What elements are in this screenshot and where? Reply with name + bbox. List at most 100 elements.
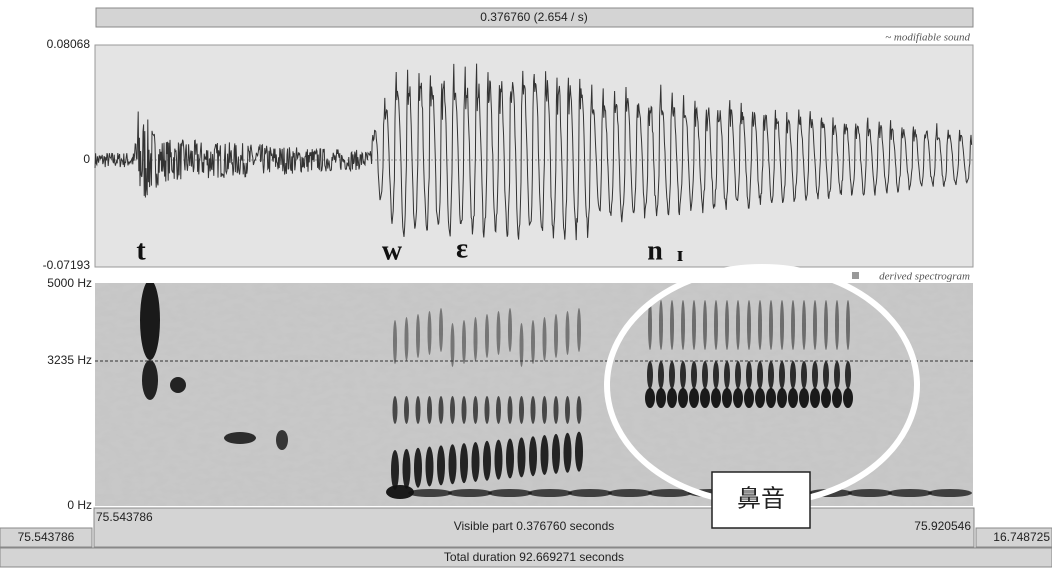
energy-blob [758,300,762,350]
energy-blob [450,396,455,424]
energy-blob [678,388,688,408]
energy-blob [813,300,817,350]
energy-blob [801,361,807,389]
annotation-label: 鼻音 [737,485,785,513]
energy-blob [845,361,851,389]
right-total: 16.748725 [993,530,1050,544]
visible-end: 75.920546 [914,519,971,533]
energy-blob [692,300,696,350]
freq-bottom: 0 Hz [67,498,92,512]
energy-blob [391,450,399,490]
energy-blob [427,396,432,424]
energy-blob [755,388,765,408]
energy-blob [224,432,256,444]
energy-blob [779,361,785,389]
energy-blob [461,396,467,424]
energy-blob [496,311,501,355]
energy-blob [667,388,677,408]
energy-blob [575,431,583,472]
energy-blob [484,396,490,424]
energy-blob [448,444,457,485]
energy-blob [928,489,972,497]
amplitude-max: 0.08068 [47,37,91,51]
energy-blob [450,323,455,367]
freq-cursor: 3235 Hz [47,353,92,367]
energy-blob [414,447,422,488]
energy-blob [680,361,686,389]
energy-blob [402,448,411,489]
visible-bar[interactable] [93,507,975,548]
energy-blob [702,361,708,389]
waveform [94,63,973,241]
energy-blob [415,396,421,424]
energy-blob [691,361,697,389]
energy-blob [577,308,581,352]
energy-blob [404,396,409,424]
energy-blob [757,361,763,389]
amplitude-zero: 0 [83,152,90,166]
sound-label: ~ modifiable sound [885,32,970,44]
energy-blob [843,388,853,408]
energy-blob [473,396,478,424]
energy-blob [747,300,751,350]
spectrogram-label: derived spectrogram [879,271,970,283]
energy-blob [485,314,489,358]
energy-blob [563,432,572,473]
energy-blob [142,360,158,400]
selection-bar[interactable] [95,7,974,28]
energy-blob [810,388,820,408]
energy-blob [507,396,513,424]
energy-blob [722,388,732,408]
energy-blob [529,436,537,477]
energy-blob [834,361,840,389]
energy-blob [438,396,444,424]
energy-blob [170,377,186,393]
energy-blob [404,317,409,361]
energy-blob [576,396,582,424]
energy-blob [506,438,514,479]
energy-blob [460,443,468,484]
total-duration: Total duration 92.669271 seconds [444,550,624,564]
energy-blob [530,396,536,424]
energy-blob [777,388,787,408]
energy-blob [416,314,420,358]
phone: w [382,235,403,266]
left-total-bar[interactable] [0,527,93,548]
energy-blob [725,300,729,350]
energy-blob [531,320,535,364]
energy-blob [821,388,831,408]
phone: ɛ [456,233,468,264]
energy-blob [746,361,752,389]
energy-blob [427,311,432,355]
energy-blob [823,361,829,389]
energy-blob [681,300,685,350]
total-bar[interactable] [0,547,1052,568]
energy-blob [496,396,501,424]
energy-blob [713,361,719,389]
energy-blob [659,300,663,350]
energy-blob [780,300,784,350]
freq-top: 5000 Hz [47,276,92,290]
energy-blob [565,311,570,355]
energy-blob [648,489,692,497]
energy-blob [733,388,743,408]
energy-blob [276,430,288,450]
energy-blob [519,396,524,424]
energy-blob [812,361,818,389]
energy-blob [735,361,741,389]
energy-blob [700,388,710,408]
energy-blob [711,388,721,408]
energy-blob [769,300,773,350]
energy-blob [766,388,776,408]
energy-blob [540,435,549,476]
energy-blob [648,300,652,350]
energy-blob [714,300,718,350]
selection-duration: 0.376760 (2.654 / s) [480,10,587,24]
energy-blob [494,439,503,480]
energy-blob [835,300,839,350]
energy-blob [744,388,754,408]
energy-blob [788,388,798,408]
right-total-bar[interactable] [975,527,1052,548]
energy-blob [832,388,842,408]
